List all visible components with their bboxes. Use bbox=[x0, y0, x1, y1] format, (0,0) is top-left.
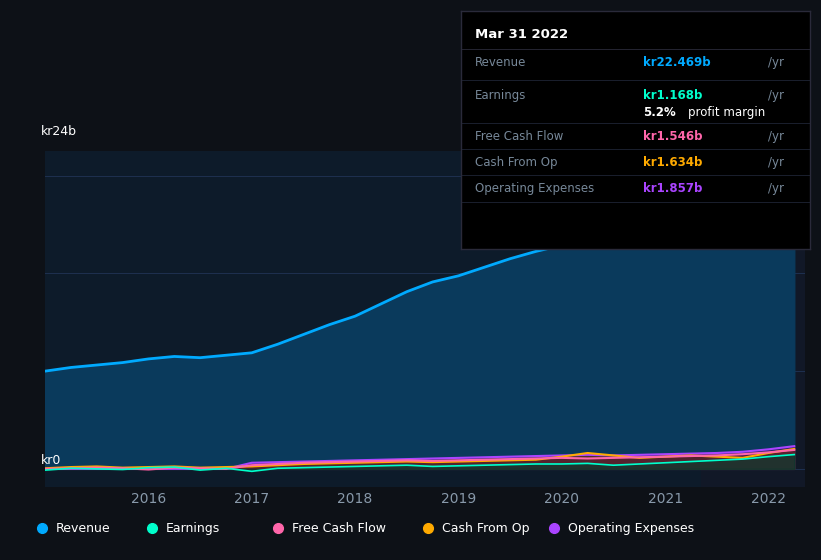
Text: Earnings: Earnings bbox=[166, 522, 220, 535]
Text: kr0: kr0 bbox=[41, 454, 62, 467]
Text: kr1.168b: kr1.168b bbox=[643, 89, 702, 102]
Bar bbox=[701, 151, 805, 487]
Text: Revenue: Revenue bbox=[56, 522, 111, 535]
Text: /yr: /yr bbox=[768, 182, 784, 195]
Text: Operating Expenses: Operating Expenses bbox=[475, 182, 594, 195]
Text: /yr: /yr bbox=[768, 89, 784, 102]
Text: kr1.857b: kr1.857b bbox=[643, 182, 702, 195]
Text: profit margin: profit margin bbox=[688, 106, 765, 119]
Text: Cash From Op: Cash From Op bbox=[442, 522, 530, 535]
Text: kr24b: kr24b bbox=[41, 125, 77, 138]
Text: /yr: /yr bbox=[768, 56, 784, 69]
Text: /yr: /yr bbox=[768, 156, 784, 169]
Text: /yr: /yr bbox=[768, 130, 784, 143]
Text: kr1.546b: kr1.546b bbox=[643, 130, 702, 143]
Text: kr22.469b: kr22.469b bbox=[643, 56, 710, 69]
Text: Cash From Op: Cash From Op bbox=[475, 156, 557, 169]
Text: kr1.634b: kr1.634b bbox=[643, 156, 702, 169]
Text: Earnings: Earnings bbox=[475, 89, 527, 102]
Text: 5.2%: 5.2% bbox=[643, 106, 676, 119]
Text: Free Cash Flow: Free Cash Flow bbox=[475, 130, 564, 143]
Text: Free Cash Flow: Free Cash Flow bbox=[292, 522, 386, 535]
Text: Revenue: Revenue bbox=[475, 56, 527, 69]
Text: Operating Expenses: Operating Expenses bbox=[568, 522, 695, 535]
Text: Mar 31 2022: Mar 31 2022 bbox=[475, 28, 568, 41]
